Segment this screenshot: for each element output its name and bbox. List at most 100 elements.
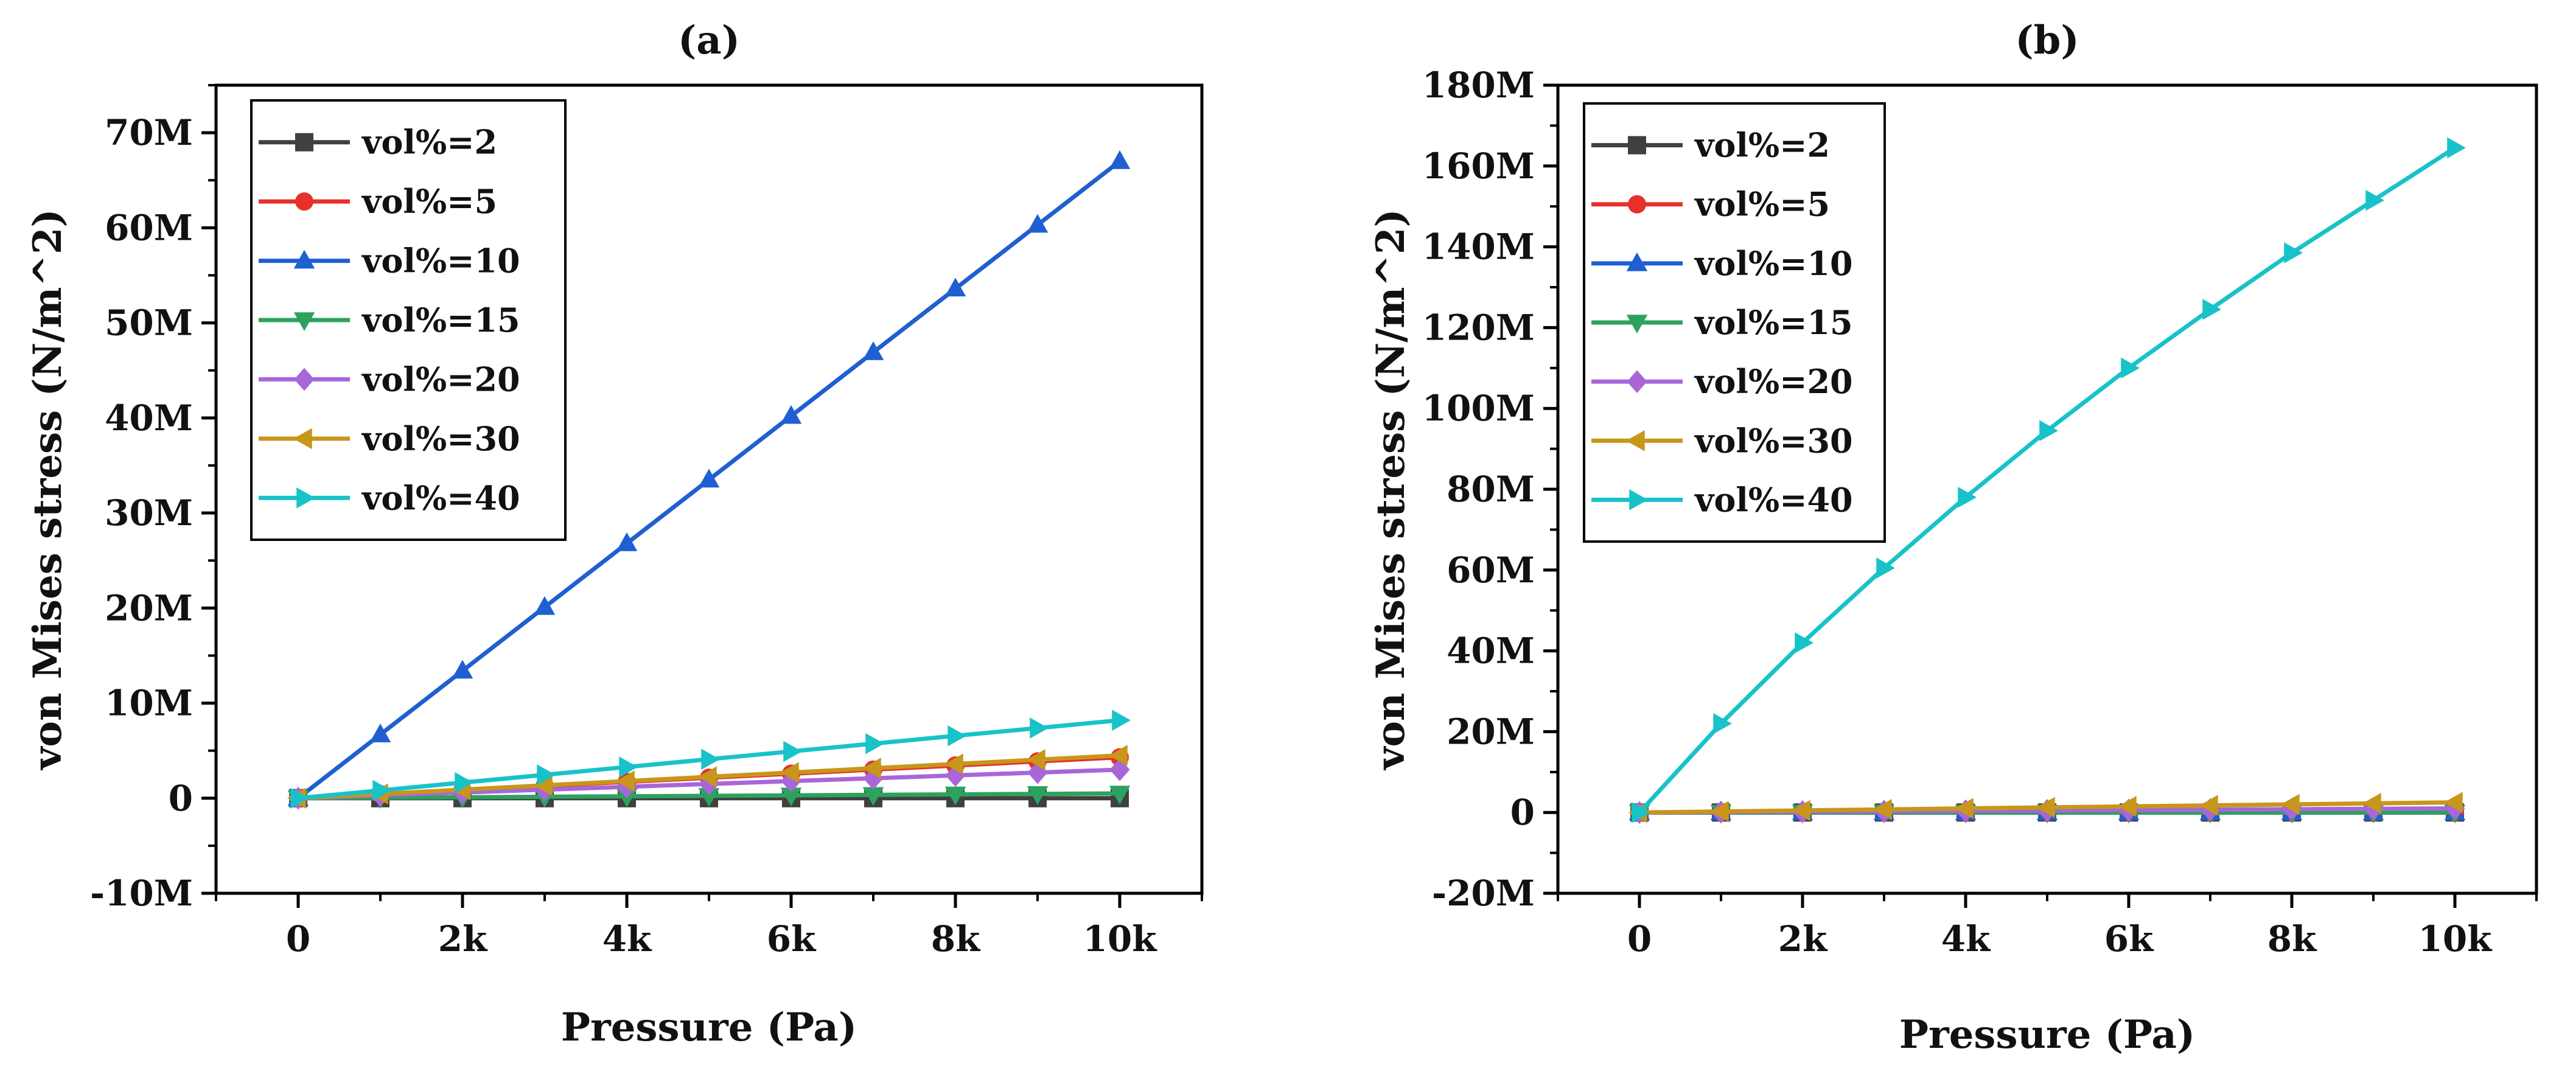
data-point [2447,137,2466,159]
legend-swatch-marker [293,428,312,450]
y-tick-label: 80M [1447,469,1535,510]
legend-swatch-marker [1626,430,1645,452]
legend-label: vol%=15 [1694,303,1853,342]
data-point [1632,801,1650,823]
y-tick-label: 100M [1422,388,1535,429]
y-tick-label: 60M [1447,549,1535,591]
y-tick-label: 140M [1422,226,1535,268]
data-point [944,277,966,297]
data-point [780,787,802,807]
data-point [369,724,391,742]
legend-label: vol%=30 [361,419,520,458]
x-tick-label: 0 [286,918,310,960]
legend-label: vol%=2 [1694,126,1830,165]
legend-label: vol%=15 [361,301,520,340]
chart-panel-b: (b) 0 2k 4k 6k 8k 10k -20M 0 20M 40M 60M 80M 100M 120M… [1368,18,2538,1058]
x-tick-label: 10k [2418,918,2493,960]
legend-label: vol%=40 [361,478,520,517]
data-point [862,758,881,779]
data-point [1027,749,1045,770]
x-axis-title: Pressure (Pa) [1899,1012,2195,1058]
data-point [948,725,966,747]
y-tick-label: 40M [1447,630,1535,672]
y-tick-label: 20M [1447,711,1535,752]
x-tick-label: 4k [602,918,652,960]
data-point [2036,797,2055,818]
data-point [1109,786,1131,804]
data-point [698,469,720,488]
x-tick-label: 10k [1083,918,1158,960]
data-point [2281,793,2300,815]
legend-swatch-marker [1627,370,1647,393]
y-tick-label: 40M [105,397,193,439]
data-point [2284,242,2303,263]
data-point [1030,717,1049,739]
data-point [1710,801,1729,822]
data-point [290,787,309,809]
y-tick-label: 180M [1422,65,1535,106]
data-point [372,779,391,801]
data-point [2444,792,2463,813]
y-tick-label: 30M [105,492,193,534]
data-point [944,753,963,775]
data-point [783,741,802,762]
data-point [2118,795,2137,817]
data-point [616,770,635,792]
x-tick-label: 8k [931,918,981,960]
data-point [862,341,884,360]
data-point [698,766,717,787]
data-point [1713,713,1732,734]
y-tick-label: 20M [105,587,193,629]
legend-swatch-marker [1626,315,1648,333]
data-point [865,733,884,755]
data-point [2362,793,2381,814]
y-tick-label: 60M [105,207,193,248]
data-point [698,788,720,807]
legend-label: vol%=10 [361,242,520,281]
y-tick-label: 10M [105,683,193,724]
y-tick-label: 120M [1422,307,1535,348]
data-point [1876,557,1895,579]
y-tick-label: 0 [1510,792,1535,833]
data-point [616,532,638,551]
legend-label: vol%=40 [1694,480,1853,519]
data-point [2365,189,2384,211]
series-vol%=30 [287,745,1128,809]
data-point [1027,214,1049,233]
legend: vol%=2 vol%=5 vol%=10 vol%=15 vol%=20 vol%=30… [1583,102,1886,543]
series-vol%=40 [290,710,1131,809]
panel-title: (b) [2015,18,2079,63]
x-tick-label: 6k [2104,918,2154,960]
legend-box [250,99,567,541]
series-vol%=30 [1628,792,2463,823]
data-point [944,786,966,806]
legend-swatch-marker [295,133,313,152]
data-point [537,764,556,786]
y-tick-label: -10M [90,873,193,914]
legend-swatch-marker [293,249,315,269]
data-point [1109,150,1131,169]
data-point [2202,299,2221,320]
x-tick-label: 2k [1778,918,1828,960]
legend-swatch-marker [296,487,315,509]
y-tick-label: -20M [1432,873,1535,914]
data-point [619,756,638,778]
data-point [2121,357,2140,379]
y-axis-title: von Mises stress (N/m^2) [1368,209,1414,771]
legend-label: vol%=5 [361,182,497,221]
data-point [455,772,473,793]
data-point [1873,798,1892,820]
data-point [780,405,802,424]
x-tick-label: 0 [1627,918,1652,960]
legend-label: vol%=2 [361,123,497,162]
data-point [1027,786,1049,805]
data-point [1958,487,1977,508]
series-vol%=40 [1632,137,2466,823]
x-tick-label: 4k [1941,918,1991,960]
legend-label: vol%=10 [1694,244,1853,283]
legend-swatch-marker [1628,136,1646,155]
data-point [2199,795,2218,816]
legend-label: vol%=20 [361,360,520,399]
data-point [1112,710,1131,731]
